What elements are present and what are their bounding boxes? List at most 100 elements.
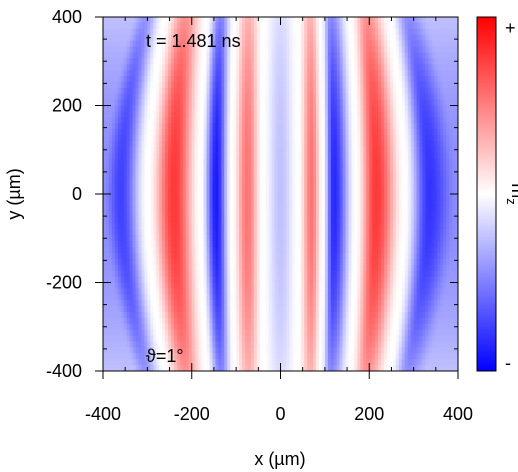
heatmap-cell bbox=[437, 217, 441, 225]
heatmap-cell bbox=[369, 99, 373, 107]
heatmap-cell bbox=[188, 205, 193, 213]
heatmap-cell bbox=[321, 164, 326, 171]
heatmap-cell bbox=[245, 235, 249, 242]
heatmap-cell bbox=[245, 93, 249, 101]
heatmap-cell bbox=[360, 247, 364, 254]
heatmap-cell bbox=[443, 17, 447, 24]
heatmap-cell bbox=[416, 99, 421, 107]
heatmap-cell bbox=[366, 253, 370, 260]
heatmap-cell bbox=[378, 105, 382, 112]
heatmap-cell bbox=[212, 123, 217, 130]
heatmap-cell bbox=[247, 140, 252, 148]
heatmap-cell bbox=[103, 140, 107, 148]
heatmap-cell bbox=[342, 135, 347, 142]
heatmap-cell bbox=[188, 194, 193, 201]
heatmap-cell bbox=[357, 158, 361, 166]
heatmap-cell bbox=[428, 229, 432, 236]
heatmap-cell bbox=[416, 152, 421, 160]
heatmap-cell bbox=[230, 253, 234, 260]
heatmap-cell bbox=[381, 182, 385, 189]
heatmap-cell bbox=[310, 176, 314, 183]
heatmap-cell bbox=[144, 241, 148, 248]
heatmap-cell bbox=[283, 99, 288, 107]
heatmap-cell bbox=[446, 64, 450, 71]
heatmap-cell bbox=[401, 146, 406, 154]
heatmap-cell bbox=[336, 129, 341, 136]
heatmap-cell bbox=[327, 111, 332, 118]
heatmap-cell bbox=[381, 34, 385, 42]
heatmap-cell bbox=[129, 123, 134, 130]
heatmap-cell bbox=[372, 52, 376, 59]
heatmap-cell bbox=[431, 247, 435, 254]
heatmap-cell bbox=[428, 93, 432, 101]
heatmap-cell bbox=[395, 81, 400, 89]
heatmap-cell bbox=[176, 34, 181, 42]
heatmap-cell bbox=[221, 34, 225, 42]
heatmap-cell bbox=[446, 188, 450, 195]
heatmap-cell bbox=[419, 164, 424, 171]
heatmap-cell bbox=[126, 176, 131, 183]
heatmap-cell bbox=[103, 158, 107, 166]
heatmap-cell bbox=[156, 170, 160, 177]
heatmap-cell bbox=[292, 241, 296, 248]
heatmap-cell bbox=[236, 40, 240, 48]
heatmap-cell bbox=[156, 199, 160, 207]
heatmap-cell bbox=[256, 111, 261, 118]
heatmap-cell bbox=[381, 17, 385, 24]
heatmap-cell bbox=[159, 87, 163, 95]
heatmap-cell bbox=[277, 194, 282, 201]
heatmap-cell bbox=[265, 176, 270, 183]
heatmap-cell bbox=[221, 99, 225, 107]
heatmap-cell bbox=[437, 211, 441, 219]
heatmap-cell bbox=[105, 247, 110, 254]
heatmap-cell bbox=[413, 117, 418, 124]
heatmap-cell bbox=[135, 211, 140, 219]
heatmap-cell bbox=[262, 241, 267, 248]
heatmap-cell bbox=[363, 199, 367, 207]
heatmap-cell bbox=[425, 235, 430, 242]
heatmap-cell bbox=[333, 40, 338, 48]
heatmap-cell bbox=[230, 158, 234, 166]
heatmap-cell bbox=[259, 211, 264, 219]
heatmap-cell bbox=[381, 146, 385, 154]
heatmap-cell bbox=[345, 194, 350, 201]
heatmap-cell bbox=[324, 164, 329, 171]
heatmap-cell bbox=[259, 117, 264, 124]
heatmap-cell bbox=[336, 146, 341, 154]
heatmap-cell bbox=[212, 140, 217, 148]
heatmap-cell bbox=[369, 235, 373, 242]
heatmap-cell bbox=[318, 46, 323, 53]
heatmap-cell bbox=[250, 76, 255, 83]
heatmap-cell bbox=[401, 64, 406, 71]
heatmap-cell bbox=[194, 129, 199, 136]
heatmap-cell bbox=[316, 152, 320, 160]
heatmap-cell bbox=[404, 194, 409, 201]
heatmap-cell bbox=[150, 70, 154, 77]
heatmap-cell bbox=[271, 247, 276, 254]
heatmap-cell bbox=[434, 64, 438, 71]
heatmap-cell bbox=[277, 146, 282, 154]
heatmap-cell bbox=[242, 87, 246, 95]
heatmap-cell bbox=[277, 229, 282, 236]
heatmap-cell bbox=[165, 205, 169, 213]
heatmap-cell bbox=[295, 199, 299, 207]
heatmap-cell bbox=[117, 40, 122, 48]
heatmap-cell bbox=[271, 99, 276, 107]
heatmap-cell bbox=[398, 188, 403, 195]
heatmap-cell bbox=[224, 188, 228, 195]
heatmap-cell bbox=[132, 223, 137, 230]
heatmap-cell bbox=[348, 188, 353, 195]
heatmap-cell bbox=[437, 223, 441, 230]
heatmap-cell bbox=[159, 247, 163, 254]
heatmap-cell bbox=[123, 247, 128, 254]
heatmap-cell bbox=[206, 258, 211, 266]
heatmap-cell bbox=[159, 217, 163, 225]
heatmap-cell bbox=[283, 253, 288, 260]
heatmap-cell bbox=[431, 199, 435, 207]
heatmap-cell bbox=[156, 146, 160, 154]
heatmap-cell bbox=[298, 152, 302, 160]
heatmap-cell bbox=[336, 117, 341, 124]
heatmap-cell bbox=[449, 188, 453, 195]
heatmap-cell bbox=[428, 99, 432, 107]
heatmap-cell bbox=[259, 182, 264, 189]
